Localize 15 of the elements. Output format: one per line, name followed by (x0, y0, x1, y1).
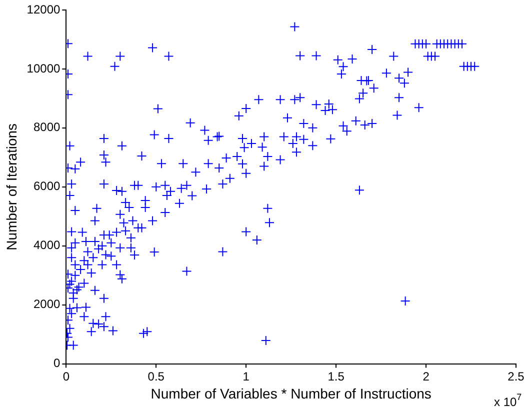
y-tick-label: 4000 (33, 238, 60, 252)
y-tick-label: 12000 (26, 2, 60, 16)
y-tick-label: 2000 (33, 297, 60, 312)
x-axis-title: Number of Variables * Number of Instructions (150, 385, 432, 402)
x-tick-label: 0.5 (148, 369, 165, 384)
y-tick-label: 10000 (26, 61, 60, 76)
x-tick-label: 2.5 (508, 369, 525, 384)
y-tick-label: 6000 (33, 179, 60, 194)
x-tick-label: 1.5 (328, 369, 345, 384)
y-tick-label: 8000 (33, 120, 60, 134)
x-tick-label: 0 (62, 369, 70, 384)
y-tick-label: 0 (53, 356, 60, 370)
y-axis-title: Number of Iterations (3, 123, 20, 250)
x-tick-label: 2 (422, 369, 430, 384)
x-tick-label: 1 (242, 369, 250, 384)
